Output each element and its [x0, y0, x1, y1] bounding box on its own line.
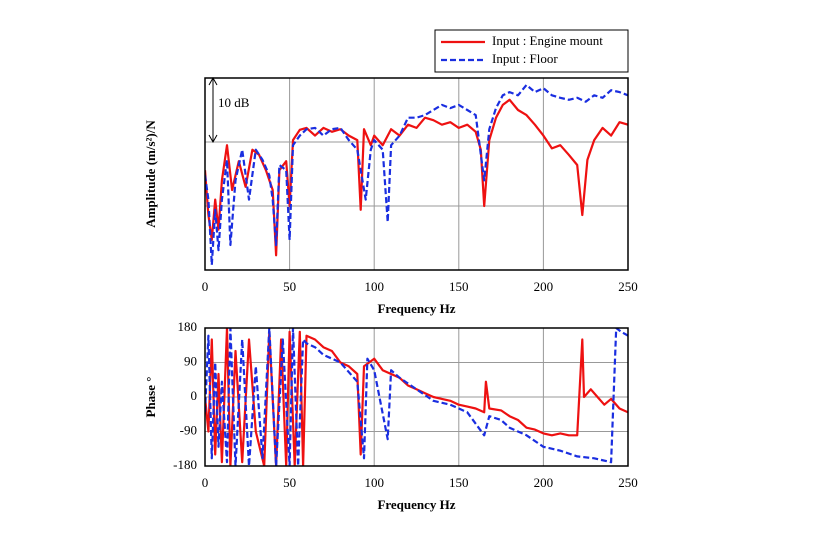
- y-tick-label: -180: [173, 457, 197, 472]
- annotation-text: 10 dB: [218, 95, 250, 110]
- arrow-head: [208, 134, 218, 144]
- x-tick-label: 50: [283, 475, 296, 490]
- x-tick-label: 100: [364, 475, 384, 490]
- x-tick-label: 200: [534, 279, 554, 294]
- series-line: [205, 328, 628, 466]
- x-axis-label: Frequency Hz: [377, 497, 455, 512]
- legend-label: Input : Engine mount: [492, 33, 603, 48]
- series-group: [205, 83, 628, 266]
- plot-frame: [204, 327, 629, 467]
- x-tick-label: 150: [449, 279, 469, 294]
- y-tick-label: 0: [191, 388, 198, 403]
- arrow-head: [208, 76, 218, 86]
- series-line: [205, 328, 628, 466]
- series-group: [205, 328, 628, 466]
- x-tick-label: 100: [364, 279, 384, 294]
- x-tick-label: 0: [202, 475, 209, 490]
- y-tick-label: 180: [178, 319, 198, 334]
- x-axis-label: Frequency Hz: [377, 301, 455, 316]
- x-tick-label: 50: [283, 279, 296, 294]
- series-line: [205, 98, 628, 257]
- y-tick-label: 90: [184, 353, 197, 368]
- plot-frame: [204, 77, 629, 271]
- legend-label: Input : Floor: [492, 51, 558, 66]
- y-axis-label: Phase °: [143, 377, 158, 418]
- x-tick-label: 250: [618, 279, 638, 294]
- x-tick-label: 150: [449, 475, 469, 490]
- series-line: [205, 83, 628, 266]
- y-axis-label: Amplitude (m/s²)/N: [143, 120, 158, 228]
- legend-box: [434, 29, 629, 73]
- x-tick-label: 0: [202, 279, 209, 294]
- x-tick-label: 250: [618, 475, 638, 490]
- y-tick-label: -90: [180, 422, 197, 437]
- x-tick-label: 200: [534, 475, 554, 490]
